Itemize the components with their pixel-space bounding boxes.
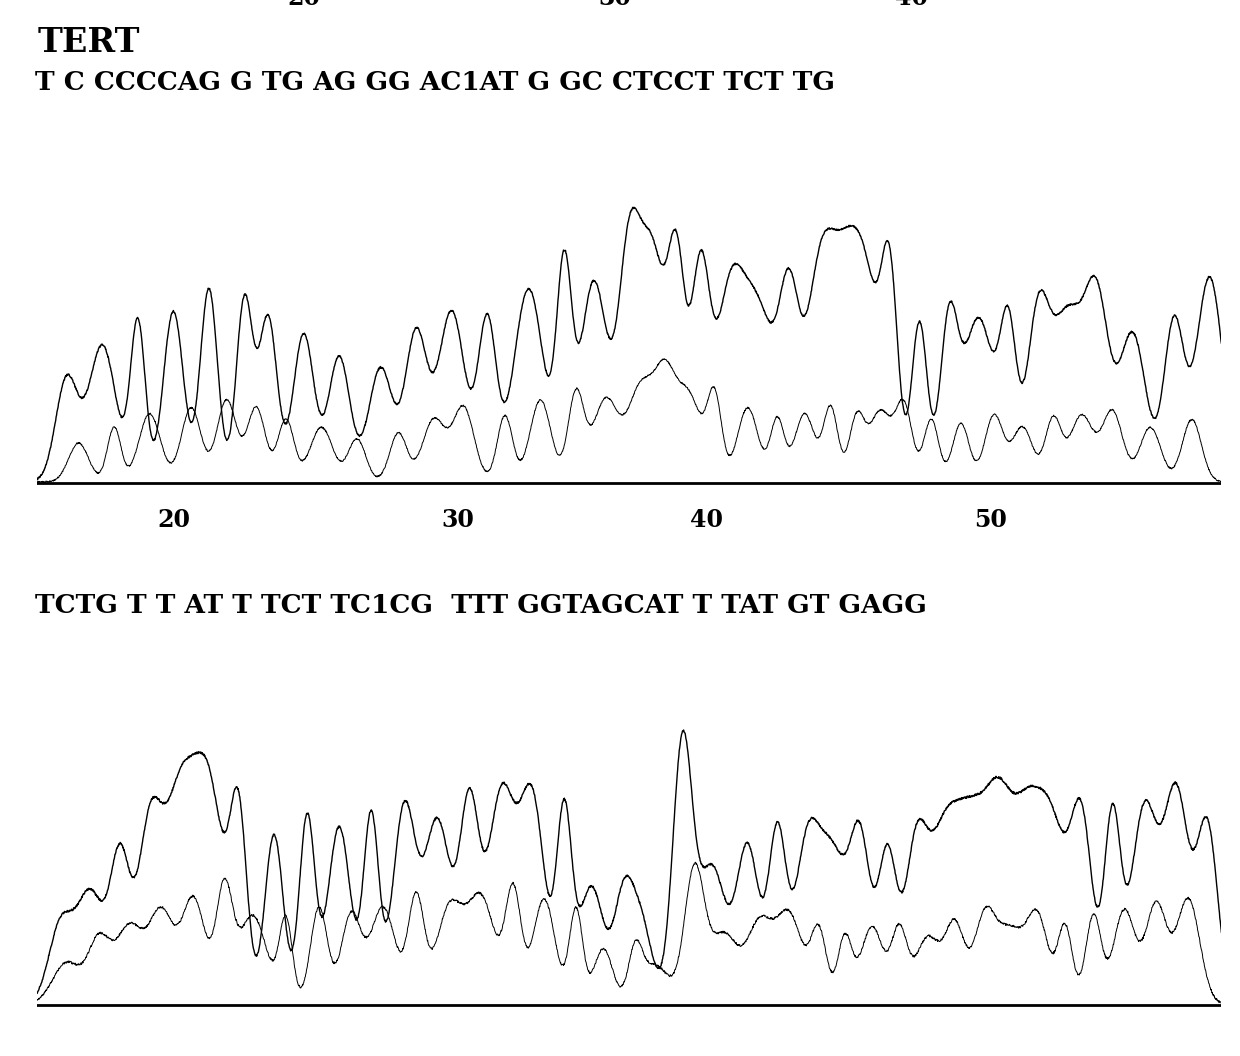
Text: T C CCCCAG G TG AG GG AC1AT G GC CTCCT TCT TG: T C CCCCAG G TG AG GG AC1AT G GC CTCCT T… bbox=[35, 70, 835, 95]
Text: 50: 50 bbox=[975, 508, 1007, 532]
Text: TERT: TERT bbox=[37, 26, 140, 59]
Text: 30: 30 bbox=[441, 508, 474, 532]
Text: 20: 20 bbox=[288, 0, 320, 10]
Text: 20: 20 bbox=[157, 508, 190, 532]
Text: TCTG T T AT T TCT TC1CG  TTT GGTAGCAT T TAT GT GAGG: TCTG T T AT T TCT TC1CG TTT GGTAGCAT T T… bbox=[35, 592, 926, 618]
Text: 30: 30 bbox=[599, 0, 631, 10]
Text: 40: 40 bbox=[689, 508, 723, 532]
Text: 40: 40 bbox=[894, 0, 928, 10]
